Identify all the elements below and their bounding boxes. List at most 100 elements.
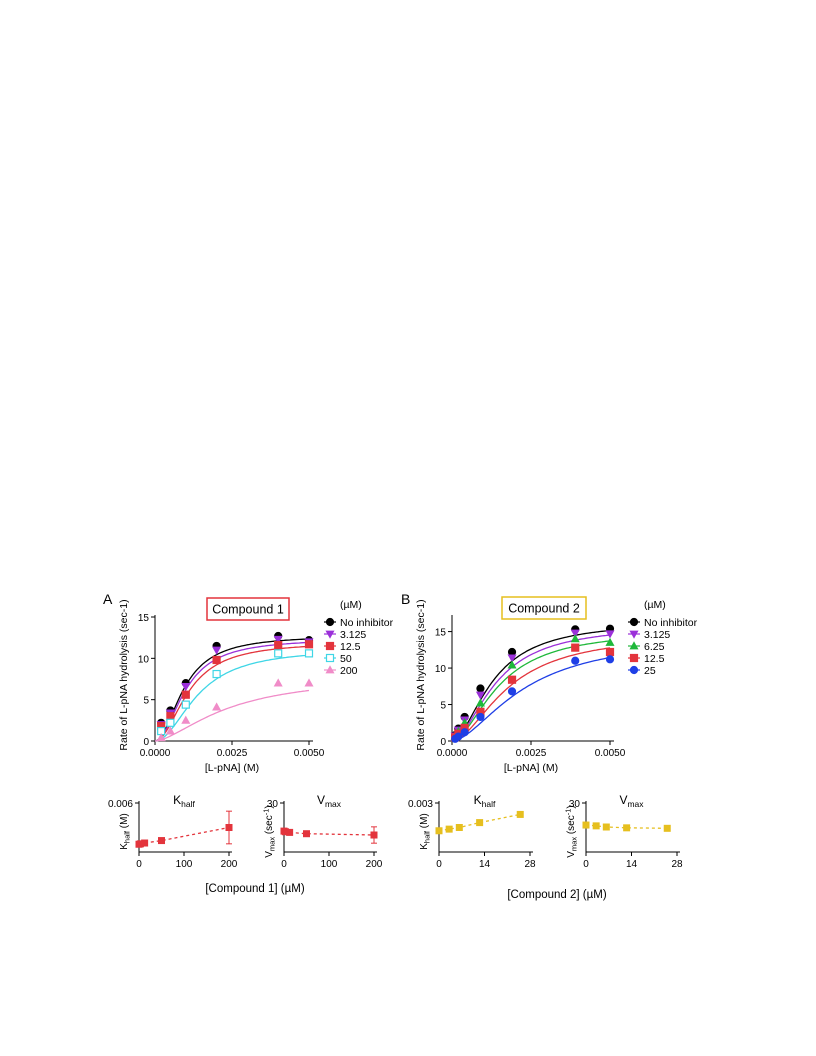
legend-label: No inhibitor [340,617,394,629]
legend-marker [325,653,335,663]
x-tick-label: 14 [626,859,638,870]
data-point [165,726,175,735]
y-axis-label: Khalf (M) [119,813,132,850]
legend-marker [629,665,639,675]
data-point [212,669,221,679]
data-point [181,715,191,724]
data-point [605,647,615,657]
data-point [274,641,283,650]
fit-curve [154,638,310,742]
chart-title-sub: max [325,799,342,809]
y-label-sup: -1 [564,809,573,816]
y-label-main: V [264,851,275,858]
data-point [475,691,485,700]
panel-B-letter: B [401,591,410,607]
data-point [435,827,443,835]
x-tick-label: 0 [436,859,442,870]
legend-label: 12.5 [340,641,361,653]
legend-entry: 50 [324,653,352,665]
compound-2-concentration-label: [Compound 2] (µM) [507,889,606,901]
y-axis-label: Rate of L-pNA hydrolysis (sec-1) [118,599,130,750]
data-point [455,824,463,831]
data-point [454,732,463,741]
legend-label: 50 [340,653,352,665]
legend-entry: 6.25 [628,641,665,653]
x-tick-label: 100 [176,859,193,870]
y-label-sub: half [423,830,432,843]
compound-A-box [206,597,290,621]
data-point [663,824,671,832]
data-point [273,678,283,687]
legend-label: 25 [644,665,656,677]
data-point [605,655,615,664]
fit-curve [154,654,310,742]
series-0 [154,631,314,742]
x-tick-label: 28 [524,859,536,870]
y-label-sup: -1 [262,809,271,816]
data-point [273,635,283,645]
series-4 [451,655,615,743]
y-label-unit: (sec [264,815,275,837]
y-tick-label: 15 [138,613,150,624]
series-2 [154,640,314,742]
legend-marker [325,617,335,627]
data-point [212,655,221,665]
y-label-close: ) [264,805,275,808]
data-point [274,649,283,658]
data-point [605,630,615,639]
fit-curve [451,640,611,742]
y-label-main: K [419,843,430,850]
data-point [605,637,615,646]
x-tick-label: 0.0000 [140,748,171,759]
data-point [570,634,580,643]
data-point [158,837,165,845]
legend-marker [325,641,335,651]
y-tick-label: 5 [440,701,446,712]
legend-entry: 200 [324,665,358,677]
data-point [212,702,222,711]
y-axis-label: Khalf (M) [419,813,432,850]
legend-marker [629,617,639,627]
y-tick-label: 15 [435,628,447,639]
legend-marker [325,630,335,639]
data-point [166,712,175,721]
chart-B_main: 0 5 10 15 0.0000 0.0025 0.0050 [L-pNA] (M) Rate … [415,599,698,774]
legend-entry: 25 [628,665,656,677]
compound-B-label: Compound 2 [508,602,580,616]
y-tick-label: 0 [143,737,149,748]
legend-label: 6.25 [644,641,665,653]
fit-curve [154,645,310,742]
panel-A-header: A Compound 1 [103,591,290,621]
legend-label: No inhibitor [644,617,698,629]
y-label-unit: (M) [419,813,430,831]
data-point [507,675,517,684]
data-point [571,656,580,665]
data-point [570,629,580,638]
compound-1-concentration-label: [Compound 1] (µM) [205,883,304,895]
trend-line [283,830,375,836]
legend-label: 3.125 [644,629,670,641]
y-tick-label: 0.003 [408,799,433,810]
y-tick-label: 5 [143,696,149,707]
x-tick-label: 200 [221,859,238,870]
panel-B-header: B Compound 2 [401,591,587,620]
y-label-close: ) [566,805,577,808]
fit-curve [451,634,611,742]
data-point [304,649,314,658]
series-4 [154,678,314,742]
x-tick-label: 0.0000 [437,748,468,759]
data-point [507,687,517,696]
x-tick-label: 28 [671,859,683,870]
series-3 [154,649,314,742]
data-point [475,698,485,707]
legend-label: 12.5 [644,653,665,665]
series-1 [154,635,314,742]
data-point [582,821,590,829]
legend-marker [629,653,639,663]
chart-title-sub: half [482,799,496,809]
chart-title: Khalf [474,793,496,809]
y-tick-label: 0 [440,737,446,748]
legend-marker [325,665,335,674]
